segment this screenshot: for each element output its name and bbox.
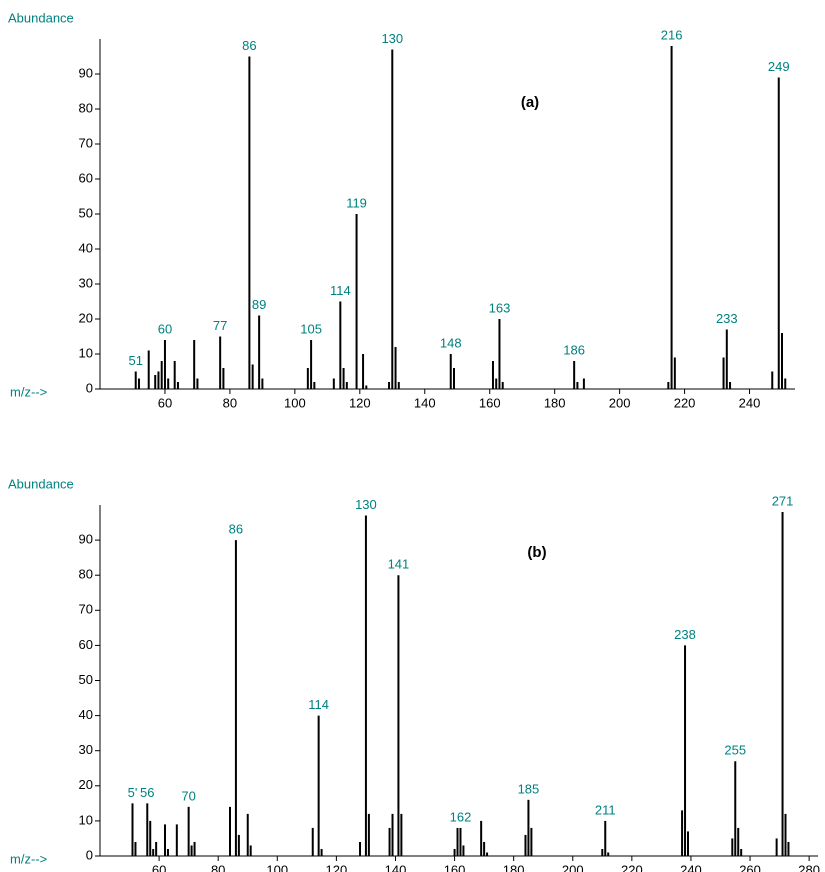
y-tick-label: 70 bbox=[79, 602, 93, 617]
peak-label: 216 bbox=[661, 27, 683, 42]
y-tick-label: 60 bbox=[79, 170, 93, 185]
y-tick-label: 20 bbox=[79, 777, 93, 792]
y-tick-label: 30 bbox=[79, 742, 93, 757]
y-tick-label: 40 bbox=[79, 707, 93, 722]
x-tick-label: 120 bbox=[349, 395, 371, 410]
peak-label: 163 bbox=[489, 300, 511, 315]
x-tick-label: 140 bbox=[385, 862, 407, 872]
peak-label: 105 bbox=[300, 321, 322, 336]
y-tick-label: 10 bbox=[79, 812, 93, 827]
x-tick-label: 200 bbox=[562, 862, 584, 872]
y-tick-label: 80 bbox=[79, 100, 93, 115]
x-tick-label: 200 bbox=[609, 395, 631, 410]
peak-label: 86 bbox=[229, 522, 243, 537]
y-tick-label: 40 bbox=[79, 240, 93, 255]
peak-label: 130 bbox=[355, 497, 377, 512]
y-tick-label: 80 bbox=[79, 567, 93, 582]
x-tick-label: 220 bbox=[674, 395, 696, 410]
peak-label: 141 bbox=[388, 557, 410, 572]
x-tick-label: 240 bbox=[739, 395, 761, 410]
peak-label: 211 bbox=[595, 802, 616, 817]
y-tick-label: 10 bbox=[79, 345, 93, 360]
x-tick-label: 140 bbox=[414, 395, 436, 410]
peak-label: 271 bbox=[772, 493, 794, 508]
y-tick-label: 50 bbox=[79, 205, 93, 220]
x-tick-label: 80 bbox=[211, 862, 225, 872]
y-axis-label: Abundance bbox=[8, 10, 74, 25]
x-tick-label: 180 bbox=[503, 862, 525, 872]
peak-label: 162 bbox=[450, 809, 472, 824]
y-tick-label: 50 bbox=[79, 672, 93, 687]
x-tick-label: 180 bbox=[544, 395, 566, 410]
y-tick-label: 90 bbox=[79, 65, 93, 80]
peak-label: 249 bbox=[768, 59, 790, 74]
peak-label: 114 bbox=[330, 283, 351, 298]
x-tick-label: 160 bbox=[444, 862, 466, 872]
x-tick-label: 280 bbox=[798, 862, 820, 872]
x-tick-label: 100 bbox=[284, 395, 306, 410]
peak-label: 56 bbox=[140, 785, 154, 800]
peak-label: 70 bbox=[181, 788, 195, 803]
peak-label: 86 bbox=[242, 38, 256, 53]
peak-label: 89 bbox=[252, 297, 266, 312]
x-tick-label: 220 bbox=[621, 862, 643, 872]
x-axis-label: m/z--> bbox=[10, 851, 47, 866]
x-tick-label: 120 bbox=[326, 862, 348, 872]
x-tick-label: 60 bbox=[158, 395, 172, 410]
peak-label: 130 bbox=[381, 31, 403, 46]
peak-label: 114 bbox=[308, 697, 329, 712]
chart-title: (b) bbox=[527, 544, 546, 561]
y-tick-label: 30 bbox=[79, 275, 93, 290]
y-tick-label: 70 bbox=[79, 135, 93, 150]
chart-title: (a) bbox=[521, 94, 539, 111]
peak-label: 5' bbox=[128, 785, 138, 800]
y-tick-label: 0 bbox=[86, 380, 93, 395]
peak-label: 119 bbox=[346, 195, 367, 210]
x-tick-label: 160 bbox=[479, 395, 501, 410]
x-axis-label: m/z--> bbox=[10, 384, 47, 399]
peak-label: 186 bbox=[563, 342, 585, 357]
peak-label: 77 bbox=[213, 318, 227, 333]
peak-label: 51 bbox=[128, 353, 142, 368]
x-tick-label: 80 bbox=[223, 395, 237, 410]
x-tick-label: 260 bbox=[739, 862, 761, 872]
peak-label: 185 bbox=[518, 781, 540, 796]
y-tick-label: 90 bbox=[79, 532, 93, 547]
x-tick-label: 60 bbox=[152, 862, 166, 872]
peak-label: 148 bbox=[440, 335, 462, 350]
peak-label: 60 bbox=[158, 321, 172, 336]
x-tick-label: 100 bbox=[266, 862, 288, 872]
y-tick-label: 0 bbox=[86, 847, 93, 862]
x-tick-label: 240 bbox=[680, 862, 702, 872]
y-tick-label: 20 bbox=[79, 310, 93, 325]
y-axis-label: Abundance bbox=[8, 476, 74, 491]
y-tick-label: 60 bbox=[79, 637, 93, 652]
peak-label: 255 bbox=[724, 743, 746, 758]
peak-label: 233 bbox=[716, 311, 738, 326]
peak-label: 238 bbox=[674, 627, 696, 642]
